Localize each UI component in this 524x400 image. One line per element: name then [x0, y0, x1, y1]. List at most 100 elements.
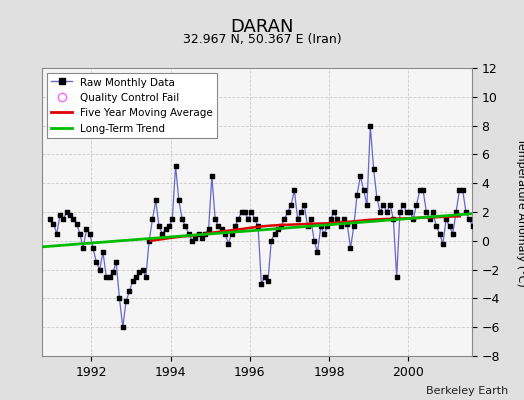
Point	[313, 249, 322, 256]
Point	[290, 187, 299, 194]
Point	[287, 202, 296, 208]
Point	[92, 259, 101, 266]
Point	[323, 223, 332, 230]
Point	[320, 230, 328, 237]
Point	[340, 216, 348, 222]
Point	[161, 226, 170, 232]
Point	[422, 209, 431, 215]
Point	[300, 202, 309, 208]
Point	[115, 295, 124, 302]
Point	[439, 240, 447, 247]
Point	[46, 216, 54, 222]
Point	[316, 223, 325, 230]
Point	[217, 226, 226, 232]
Point	[379, 202, 388, 208]
Point	[386, 202, 394, 208]
Point	[178, 216, 187, 222]
Point	[49, 220, 58, 227]
Point	[260, 274, 269, 280]
Point	[59, 216, 68, 222]
Point	[274, 226, 282, 232]
Point	[363, 202, 371, 208]
Point	[165, 223, 173, 230]
Point	[79, 245, 88, 251]
Point	[392, 274, 401, 280]
Point	[188, 238, 196, 244]
Point	[346, 245, 355, 251]
Point	[270, 230, 279, 237]
Point	[89, 245, 97, 251]
Point	[72, 220, 81, 227]
Point	[254, 223, 262, 230]
Point	[204, 226, 213, 232]
Point	[442, 216, 450, 222]
Point	[399, 202, 408, 208]
Point	[75, 230, 84, 237]
Point	[359, 187, 368, 194]
Point	[402, 209, 411, 215]
Point	[396, 209, 404, 215]
Point	[336, 223, 345, 230]
Point	[224, 240, 233, 247]
Point	[52, 230, 61, 237]
Point	[244, 216, 253, 222]
Point	[132, 274, 140, 280]
Point	[475, 223, 484, 230]
Point	[445, 223, 454, 230]
Point	[356, 173, 365, 179]
Point	[122, 298, 130, 304]
Point	[171, 163, 180, 169]
Point	[333, 216, 342, 222]
Point	[105, 274, 114, 280]
Point	[310, 238, 319, 244]
Point	[247, 209, 256, 215]
Legend: Raw Monthly Data, Quality Control Fail, Five Year Moving Average, Long-Term Tren: Raw Monthly Data, Quality Control Fail, …	[47, 73, 217, 138]
Point	[326, 216, 335, 222]
Point	[419, 187, 427, 194]
Point	[409, 216, 418, 222]
Point	[168, 216, 177, 222]
Point	[145, 238, 154, 244]
Point	[455, 187, 464, 194]
Point	[343, 220, 352, 227]
Point	[141, 274, 150, 280]
Point	[221, 230, 230, 237]
Point	[85, 230, 94, 237]
Point	[112, 259, 121, 266]
Point	[241, 209, 249, 215]
Point	[452, 209, 460, 215]
Point	[406, 209, 414, 215]
Point	[366, 122, 375, 129]
Point	[449, 230, 457, 237]
Point	[432, 223, 441, 230]
Point	[155, 223, 163, 230]
Point	[194, 230, 203, 237]
Point	[425, 216, 434, 222]
Point	[99, 249, 107, 256]
Point	[174, 197, 183, 204]
Point	[214, 223, 223, 230]
Point	[383, 209, 391, 215]
Point	[237, 209, 246, 215]
Point	[462, 209, 470, 215]
Point	[472, 216, 480, 222]
Point	[118, 324, 127, 330]
Point	[350, 223, 358, 230]
Point	[184, 230, 193, 237]
Point	[250, 216, 259, 222]
Point	[95, 266, 104, 273]
Point	[128, 278, 137, 284]
Point	[277, 223, 286, 230]
Point	[458, 187, 467, 194]
Point	[369, 166, 378, 172]
Point	[125, 288, 134, 294]
Point	[297, 209, 305, 215]
Point	[231, 223, 239, 230]
Point	[82, 226, 91, 232]
Point	[376, 209, 385, 215]
Point	[303, 223, 312, 230]
Point	[227, 230, 236, 237]
Point	[267, 238, 276, 244]
Point	[108, 269, 117, 276]
Y-axis label: Temperature Anomaly (°C): Temperature Anomaly (°C)	[517, 138, 524, 286]
